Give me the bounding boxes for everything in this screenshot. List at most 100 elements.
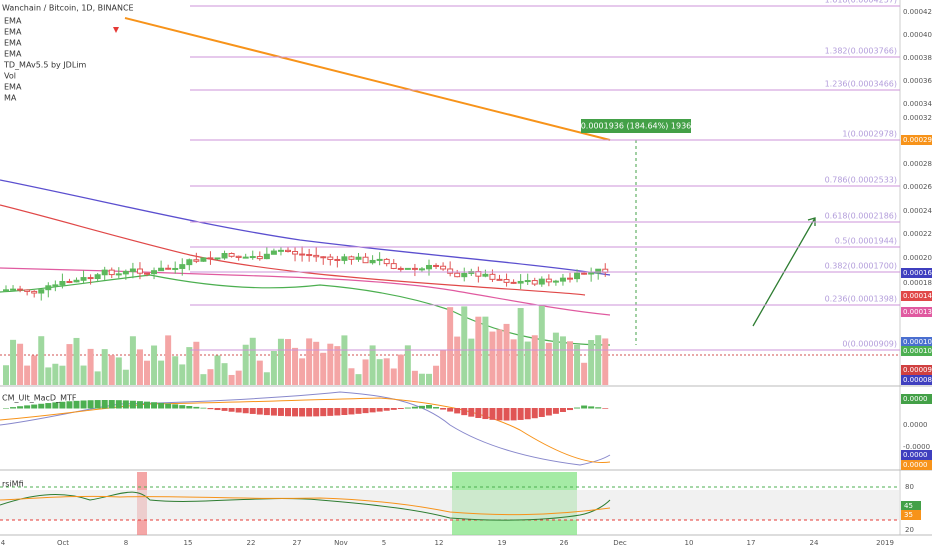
- candle-body: [581, 272, 588, 275]
- macd-name: CM_Ult_MacD_MTF: [2, 394, 77, 403]
- candle-body: [524, 280, 531, 283]
- candle-body: [454, 272, 461, 278]
- rsi-line: [0, 491, 611, 521]
- macd-bar: [52, 402, 59, 409]
- trend-line: [124, 17, 611, 141]
- macd-bar: [362, 408, 369, 414]
- fib-label: 0.786(0.0002533): [825, 176, 897, 185]
- fib-label: 0.382(0.0001700): [825, 262, 897, 271]
- volume-bar: [461, 306, 468, 385]
- volume-bar: [94, 371, 101, 385]
- volume-bar: [129, 336, 136, 385]
- price-label: 0.0001800: [903, 279, 932, 287]
- indicator-name: EMA: [4, 17, 22, 26]
- volume-bar: [503, 323, 510, 385]
- volume-bar: [404, 345, 411, 385]
- volume-bar: [151, 345, 158, 385]
- candle-body: [115, 273, 122, 276]
- candle-body: [567, 277, 573, 280]
- volume-bar: [73, 337, 80, 385]
- macd-bar: [390, 408, 397, 410]
- macd-tag-label: 0.0000: [903, 451, 928, 459]
- macd-axis-label: -0.0000: [903, 443, 930, 451]
- volume-bar: [496, 329, 503, 385]
- candle-body: [588, 272, 595, 275]
- candle-body: [179, 264, 186, 269]
- macd-bar: [348, 408, 355, 415]
- macd-bar: [404, 407, 411, 409]
- price-tag: [901, 375, 932, 385]
- candle-body: [433, 264, 440, 267]
- macd-bar: [73, 400, 80, 409]
- candle-body: [341, 256, 348, 261]
- fib-label: 0.618(0.0002186): [825, 212, 897, 221]
- macd-bar: [538, 408, 545, 417]
- macd-bar: [221, 408, 228, 411]
- macd-bar: [334, 408, 341, 416]
- candle-body: [277, 249, 284, 252]
- macd-bar: [531, 408, 538, 419]
- macd-bar: [277, 408, 284, 416]
- macd-bar: [602, 408, 609, 409]
- volume-bar: [179, 364, 186, 385]
- volume-bar: [80, 365, 87, 385]
- fib-label: 0(0.0000909): [842, 340, 897, 349]
- macd-bar: [38, 403, 45, 409]
- macd-bar: [355, 408, 362, 414]
- candle-body: [45, 285, 52, 291]
- macd-bar: [510, 408, 517, 421]
- candle-body: [418, 268, 425, 271]
- time-label: Nov: [334, 539, 348, 547]
- volume-bar: [186, 347, 193, 385]
- volume-bar: [228, 374, 235, 385]
- time-label: Dec: [613, 539, 627, 547]
- macd-bar: [136, 401, 143, 409]
- volume-bar: [172, 356, 179, 385]
- macd-bar: [200, 407, 207, 409]
- volume-bar: [440, 349, 447, 385]
- measure-label: 0.0001936 (184.64%) 1936: [581, 122, 692, 131]
- candle-body: [447, 268, 454, 274]
- price-label: 0.0002800: [903, 160, 932, 168]
- price-label: 0.0002600: [903, 183, 932, 191]
- price-label: 0.0002000: [903, 254, 932, 262]
- macd-bar: [129, 400, 136, 409]
- indicator-name: MA: [4, 94, 17, 103]
- price-label: 0.0003800: [903, 54, 932, 62]
- volume-bar: [602, 338, 609, 385]
- volume-bar: [144, 360, 150, 385]
- time-label: 4: [1, 539, 6, 547]
- macd-bar: [66, 401, 73, 409]
- volume-bar: [581, 362, 588, 385]
- macd-axis-label: 0.0000: [903, 421, 928, 429]
- volume-bar: [207, 369, 214, 385]
- macd-bar: [517, 408, 524, 420]
- time-label: 5: [382, 539, 386, 547]
- macd-bar: [17, 406, 24, 409]
- decor: [0, 17, 900, 535]
- macd-bar: [80, 400, 87, 409]
- macd-bar: [475, 408, 482, 418]
- candle-body: [87, 277, 94, 280]
- candle-body: [489, 273, 496, 280]
- volume-bar: [235, 370, 242, 385]
- candle-body: [108, 269, 115, 276]
- macd-bar: [285, 408, 291, 417]
- macd-tag: [901, 460, 932, 470]
- candle-body: [517, 280, 524, 284]
- fib-label: 1.382(0.0003766): [825, 47, 897, 56]
- volume-bar: [468, 338, 475, 385]
- candle-body: [256, 256, 263, 260]
- fib-label: 0.236(0.0001398): [825, 295, 897, 304]
- candle-body: [376, 258, 383, 261]
- candle-body: [151, 270, 158, 275]
- rsi-tag: [901, 501, 921, 511]
- candle-body: [510, 281, 517, 284]
- volume-bar: [454, 336, 461, 385]
- volume-bar: [552, 332, 559, 385]
- candle-body: [538, 278, 545, 285]
- candle-body: [73, 279, 80, 283]
- volume-bar: [200, 374, 207, 385]
- macd-bar: [115, 400, 122, 409]
- volume-bar: [355, 374, 362, 385]
